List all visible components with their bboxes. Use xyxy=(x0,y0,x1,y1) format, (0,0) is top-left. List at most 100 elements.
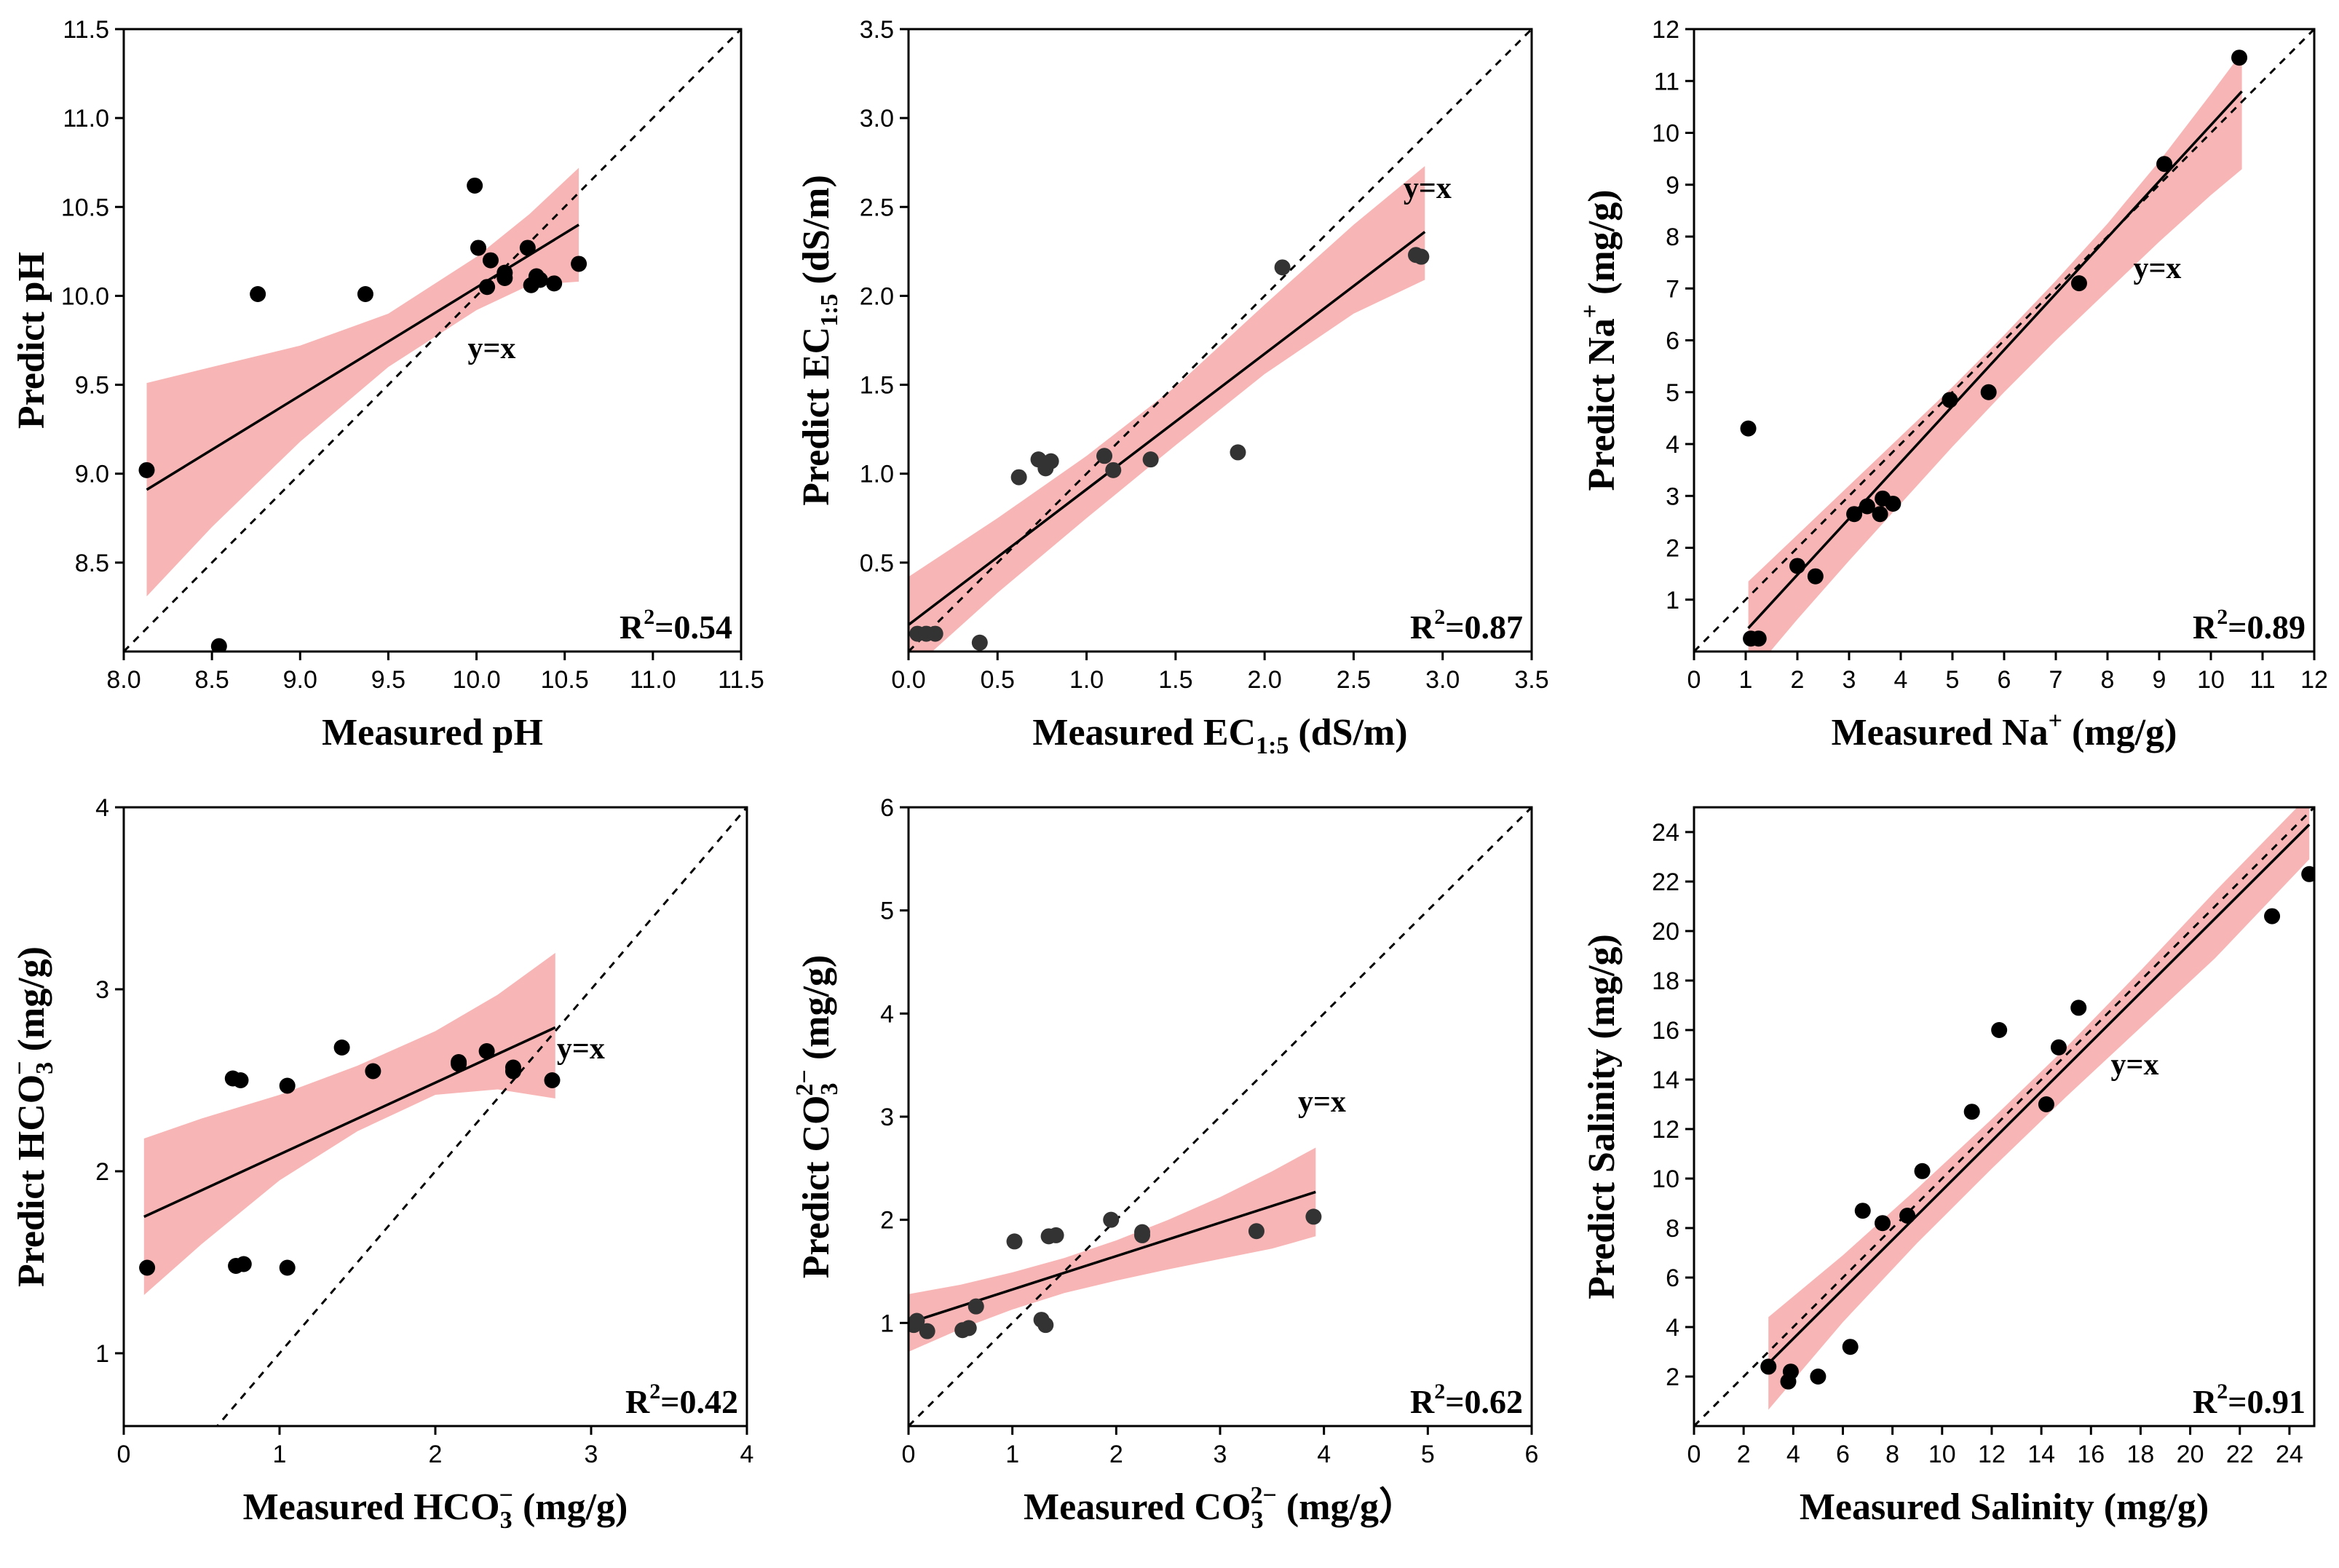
confidence-band xyxy=(146,167,579,597)
x-tick-label: 16 xyxy=(2077,1441,2105,1468)
data-point xyxy=(927,625,943,642)
x-tick-label: 1.0 xyxy=(1069,666,1104,694)
data-point xyxy=(365,1063,381,1080)
data-point xyxy=(451,1054,467,1070)
x-tick-label: 10.0 xyxy=(452,666,500,694)
data-point xyxy=(1142,451,1159,468)
x-tick-label: 7 xyxy=(2049,666,2063,694)
data-point xyxy=(357,285,373,302)
r2-label: R2=0.87 xyxy=(1410,605,1523,646)
y-tick-label: 5 xyxy=(880,898,894,925)
data-point xyxy=(1789,558,1805,574)
panel-hco3: 0 1 2 3 4 1 2 3 4 Measured HCO3− (mg/g) Predict HC… xyxy=(7,794,753,1534)
data-point xyxy=(478,1043,495,1059)
x-tick-label: 6 xyxy=(1836,1441,1850,1468)
x-tick-label: 1.5 xyxy=(1158,666,1192,694)
y-tick-label: 10.5 xyxy=(61,194,109,221)
y-tick-label: 22 xyxy=(1652,868,1679,896)
y-tick-label: 4 xyxy=(1666,431,1679,459)
r2-label: R2=0.54 xyxy=(620,605,732,646)
data-point xyxy=(505,1063,521,1080)
data-point xyxy=(235,1256,252,1272)
panel-ph: 8.0 8.5 9.0 9.5 10.0 10.5 11.0 11.5 8.5 9.0 9.5 10.… xyxy=(11,16,764,753)
identity-label: y=x xyxy=(557,1032,605,1066)
plot-area xyxy=(909,807,1532,1426)
data-point xyxy=(1248,1223,1265,1240)
r2-label: R2=0.62 xyxy=(1410,1379,1523,1420)
y-tick-label: 4 xyxy=(95,794,109,822)
y-tick-label: 11.0 xyxy=(63,105,109,132)
data-point xyxy=(1042,453,1059,470)
y-tick-label: 6 xyxy=(880,794,894,822)
data-point xyxy=(1096,448,1113,464)
y-tick-label: 1 xyxy=(1666,587,1679,614)
x-tick-label: 0 xyxy=(1687,666,1701,694)
data-point xyxy=(1963,1104,1980,1120)
identity-line xyxy=(124,29,741,652)
data-point xyxy=(1037,1317,1054,1334)
data-point xyxy=(1103,1211,1120,1228)
y-tick-label: 18 xyxy=(1652,967,1679,995)
x-tick-label: 24 xyxy=(2276,1441,2303,1468)
y-tick-label: 3 xyxy=(95,976,109,1004)
plot-area xyxy=(124,29,741,652)
data-point xyxy=(250,285,266,302)
y-tick-label: 12 xyxy=(1652,16,1679,44)
x-axis-title: Measured EC1:5 (dS/m) xyxy=(1032,712,1407,759)
data-point xyxy=(1859,498,1875,515)
data-point xyxy=(519,239,536,256)
data-point xyxy=(2070,275,2087,292)
x-tick-label: 1 xyxy=(273,1441,287,1468)
x-tick-label: 2.0 xyxy=(1248,666,1282,694)
data-point xyxy=(1010,469,1027,486)
data-point xyxy=(1413,248,1430,265)
x-tick-label: 4 xyxy=(1894,666,1908,694)
y-tick-label: 2.5 xyxy=(860,194,894,221)
data-point xyxy=(496,264,513,281)
x-tick-label: 0 xyxy=(902,1441,916,1468)
x-tick-label: 3 xyxy=(1843,666,1856,694)
y-tick-label: 3 xyxy=(880,1104,894,1131)
data-point xyxy=(1048,1227,1064,1243)
x-tick-label: 11 xyxy=(2249,666,2275,694)
data-point xyxy=(2038,1096,2054,1112)
identity-label: y=x xyxy=(2134,252,2182,285)
x-tick-label: 18 xyxy=(2127,1441,2155,1468)
x-axis-title: Measured Salinity (mg/g) xyxy=(1800,1486,2209,1528)
data-point xyxy=(571,256,587,272)
data-point xyxy=(531,272,548,288)
data-point xyxy=(1846,506,1863,523)
r2-label: R2=0.89 xyxy=(2193,605,2306,646)
x-tick-label: 9.0 xyxy=(283,666,317,694)
data-point xyxy=(1782,1363,1799,1380)
identity-label: y=x xyxy=(1298,1085,1346,1119)
x-tick-label: 5 xyxy=(1421,1441,1435,1468)
y-tick-label: 9.0 xyxy=(75,461,109,488)
data-point xyxy=(1006,1233,1023,1250)
identity-label: y=x xyxy=(467,332,515,365)
identity-label: y=x xyxy=(1404,172,1452,205)
x-axis-title: Measured Na+ (mg/g) xyxy=(1832,708,2177,753)
x-tick-label: 2 xyxy=(1737,1441,1751,1468)
data-point xyxy=(479,279,496,296)
data-point xyxy=(1991,1022,2008,1038)
data-point xyxy=(467,177,483,194)
data-point xyxy=(544,1072,561,1088)
y-tick-label: 2 xyxy=(880,1207,894,1235)
data-point xyxy=(1760,1358,1777,1375)
x-tick-label: 0.5 xyxy=(981,666,1015,694)
data-point xyxy=(279,1259,296,1276)
x-tick-label: 6 xyxy=(1525,1441,1539,1468)
plot-area xyxy=(909,29,1532,652)
x-tick-label: 22 xyxy=(2226,1441,2254,1468)
data-point xyxy=(1872,506,1888,523)
confidence-band xyxy=(909,166,1425,652)
fit-line xyxy=(1747,90,2243,630)
x-tick-label: 5 xyxy=(1946,666,1960,694)
data-point xyxy=(1105,462,1122,478)
data-point xyxy=(333,1040,350,1056)
x-tick-label: 4 xyxy=(1317,1441,1331,1468)
x-tick-label: 12 xyxy=(2300,666,2328,694)
data-point xyxy=(279,1077,296,1094)
